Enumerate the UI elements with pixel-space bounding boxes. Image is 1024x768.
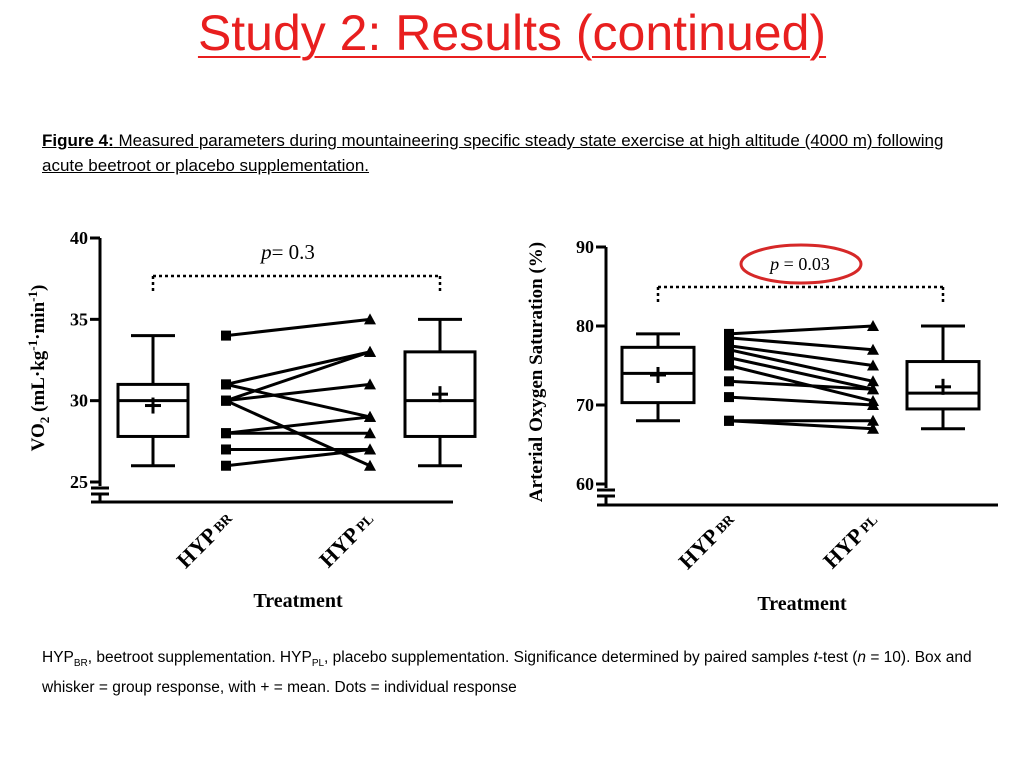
footnote-hyp-br: HYP: [42, 649, 74, 666]
vo2-individual-point-pl: [364, 459, 376, 471]
spo2-individual-point-br: [724, 392, 734, 403]
vo2-individual-line: [225, 382, 371, 403]
spo2-p-value: = 0.03: [779, 254, 830, 274]
vo2-individual-line: [225, 382, 371, 419]
vo2-x-category-label: HYPBR: [171, 506, 238, 573]
spo2-individual-point-br: [724, 344, 734, 355]
vo2-individual-point-pl: [364, 427, 376, 439]
footnote-part1: , beetroot supplementation. HYP: [87, 649, 312, 666]
footnote-t: t: [813, 649, 818, 666]
spo2-significance-bracket: [656, 285, 945, 305]
figure-label: Figure 4:: [42, 131, 114, 150]
spo2-individual-line: [728, 356, 874, 391]
slide-title: Study 2: Results (continued): [197, 5, 827, 61]
spo2-individual-line: [728, 348, 874, 383]
spo2-x-labels: HYPBR HYPPL: [673, 507, 883, 574]
vo2-significance-label: p= 0.3: [259, 240, 315, 264]
vo2-individual-point-br: [221, 428, 231, 439]
spo2-p-symbol: p: [768, 254, 779, 274]
spo2-x-category-label: HYPPL: [818, 508, 883, 573]
footnote-br-subscript: BR: [73, 658, 88, 670]
spo2-individual-line: [728, 364, 874, 403]
spo2-chart: 60 70 80 90 p = 0.03 HYPBR HYPPL Treatment A…: [526, 237, 998, 615]
spo2-individual-line: [728, 336, 874, 352]
vo2-individual-lines: [221, 313, 376, 471]
vo2-individual-point-pl: [364, 313, 376, 325]
figure-caption: Figure 4: Measured parameters during mou…: [42, 128, 982, 178]
spo2-individual-lines: [724, 320, 879, 434]
vo2-y-tick-label: 40: [70, 228, 88, 248]
vo2-individual-line: [225, 350, 371, 403]
vo2-individual-point-br: [221, 444, 231, 455]
spo2-y-tick-label: 80: [576, 316, 594, 336]
spo2-individual-line: [728, 324, 874, 336]
vo2-y-tick-label: 30: [70, 391, 88, 411]
vo2-individual-point-br: [221, 395, 231, 406]
vo2-x-axis-title: Treatment: [253, 590, 343, 612]
spo2-y-ticks: 60 70 80 90: [576, 237, 606, 494]
spo2-x-axis-title: Treatment: [757, 593, 847, 615]
spo2-individual-point-pl: [867, 383, 879, 395]
spo2-y-tick-label: 70: [576, 395, 594, 415]
spo2-significance-highlight: [739, 243, 863, 285]
spo2-individual-point-pl: [867, 343, 879, 355]
vo2-individual-point-br: [221, 379, 231, 390]
figure-caption-text: Measured parameters during mountaineerin…: [42, 131, 944, 175]
vo2-y-ticks: 25 30 35 40: [70, 228, 100, 492]
footnote-n: n: [857, 649, 867, 666]
vo2-individual-point-br: [221, 330, 231, 341]
vo2-y-axis: [91, 238, 453, 504]
vo2-individual-point-pl: [364, 410, 376, 422]
spo2-individual-point-pl: [867, 422, 879, 434]
footnote: HYPBR, beetroot supplementation. HYPPL, …: [42, 646, 1002, 700]
vo2-y-axis-title: VO2 (mL·kg-1·min-1): [25, 285, 52, 452]
spo2-individual-line: [728, 344, 874, 367]
vo2-individual-point-pl: [364, 345, 376, 357]
spo2-individual-point-pl: [867, 399, 879, 410]
footnote-part3: -test (: [817, 649, 858, 666]
spo2-y-axis: [597, 247, 998, 507]
spo2-individual-point-br: [724, 360, 734, 371]
vo2-chart: 25 30 35 40 p= 0.3 HYPBR HYPPL Treatment VO2…: [25, 228, 477, 612]
vo2-individual-point-br: [221, 460, 231, 471]
spo2-individual-point-pl: [867, 414, 879, 426]
spo2-significance-label: p = 0.03: [768, 254, 830, 274]
vo2-y-tick-label: 25: [70, 472, 88, 492]
footnote-part2: , placebo supplementation. Significance …: [324, 649, 814, 666]
spo2-individual-line: [728, 419, 874, 431]
spo2-individual-point-pl: [867, 320, 879, 331]
spo2-individual-line: [728, 395, 874, 407]
spo2-individual-point-pl: [867, 375, 879, 387]
spo2-individual-point-br: [724, 352, 734, 363]
spo2-individual-point-br: [724, 376, 734, 387]
vo2-y-tick-label: 35: [70, 309, 88, 329]
spo2-y-axis-title: Arterial Oxygen Saturation (%): [526, 242, 547, 502]
spo2-y-tick-label: 90: [576, 237, 594, 257]
spo2-individual-point-br: [724, 332, 734, 343]
spo2-individual-point-br: [724, 415, 734, 426]
vo2-individual-line: [225, 415, 371, 435]
spo2-x-category-label: HYPBR: [673, 507, 740, 574]
footnote-pl-subscript: PL: [311, 658, 325, 670]
footnote-part4: = 10). Box and whisker = group response,…: [42, 649, 972, 697]
vo2-significance-bracket: [151, 274, 442, 294]
spo2-individual-line: [728, 379, 874, 391]
vo2-x-labels: HYPBR HYPPL: [171, 506, 379, 573]
vo2-p-value: = 0.3: [272, 240, 315, 264]
spo2-boxes: [620, 324, 981, 431]
vo2-individual-line: [225, 447, 371, 468]
vo2-individual-point-pl: [364, 443, 376, 455]
vo2-individual-point-pl: [364, 378, 376, 390]
spo2-y-tick-label: 60: [576, 474, 594, 494]
vo2-boxes: [116, 317, 477, 468]
vo2-individual-line: [225, 317, 371, 338]
vo2-p-symbol: p: [259, 240, 272, 264]
vo2-x-category-label: HYPPL: [314, 507, 379, 572]
vo2-individual-line: [225, 350, 371, 386]
spo2-individual-point-pl: [867, 359, 879, 371]
